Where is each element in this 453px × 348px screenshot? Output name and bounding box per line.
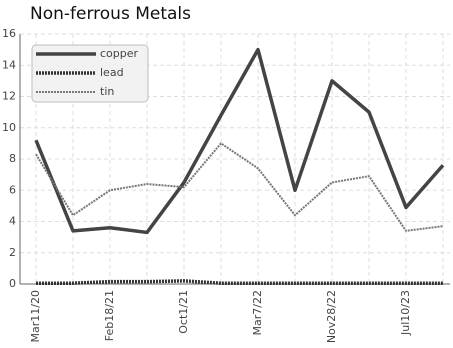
x-tick-label: Feb18/21 — [103, 290, 116, 341]
y-tick-label: 0 — [9, 277, 16, 290]
series-line — [35, 142, 444, 232]
y-tick-label: 2 — [9, 246, 16, 259]
y-tick-label: 6 — [9, 183, 16, 196]
x-tick-label: Mar7/22 — [251, 290, 264, 335]
y-tick-label: 10 — [2, 121, 16, 134]
y-tick-label: 4 — [9, 215, 16, 228]
x-tick-label: Mar11/20 — [29, 290, 42, 342]
legend-label: tin — [100, 85, 114, 98]
y-tick-label: 12 — [2, 90, 16, 103]
y-tick-label: 8 — [9, 152, 16, 165]
y-tick-label: 14 — [2, 58, 16, 71]
x-tick-label: Jul10/23 — [399, 290, 412, 336]
series-line — [36, 279, 443, 285]
legend-label: copper — [100, 47, 139, 60]
y-tick-label: 16 — [2, 27, 16, 40]
series-line — [34, 47, 445, 235]
chart-title: Non-ferrous Metals — [30, 4, 191, 24]
legend-label: lead — [100, 66, 124, 79]
x-tick-label: Nov28/22 — [325, 290, 338, 343]
x-tick-label: Oct1/21 — [177, 290, 190, 334]
